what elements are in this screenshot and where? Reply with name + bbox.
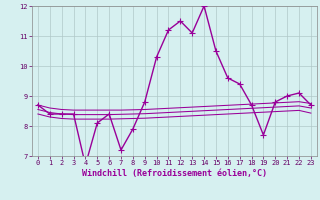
X-axis label: Windchill (Refroidissement éolien,°C): Windchill (Refroidissement éolien,°C) (82, 169, 267, 178)
